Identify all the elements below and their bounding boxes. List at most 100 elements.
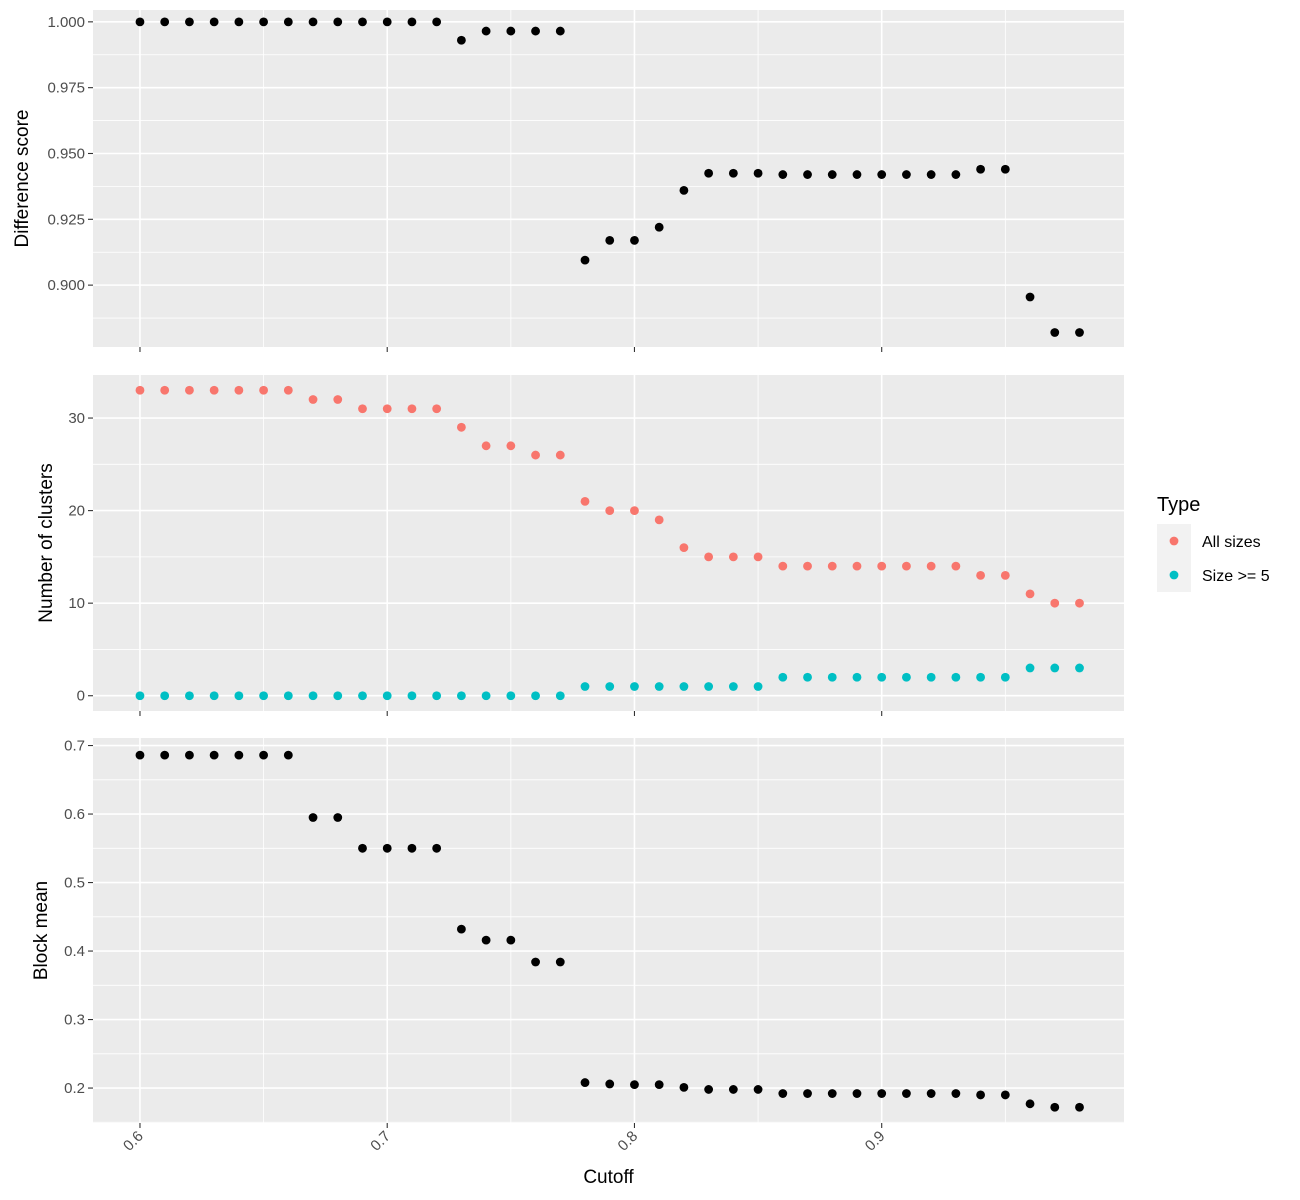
data-point (456, 691, 466, 701)
data-point (234, 750, 244, 760)
data-point (630, 506, 639, 516)
data-point (1000, 672, 1010, 682)
data-point (605, 1079, 615, 1089)
data-point (630, 235, 639, 245)
data-point (432, 843, 442, 853)
data-point (679, 1082, 689, 1092)
data-point (333, 813, 343, 822)
data-point (654, 682, 664, 691)
data-point (531, 691, 540, 701)
data-point (580, 1078, 590, 1087)
data-point (407, 691, 417, 701)
data-point (951, 1089, 961, 1098)
y-tick-label: 0 (77, 688, 85, 705)
data-point (308, 17, 318, 27)
y-tick-label: 0.2 (64, 1080, 85, 1097)
data-point (1050, 663, 1060, 673)
data-point (382, 17, 392, 27)
data-point (827, 672, 837, 682)
data-point (259, 691, 268, 701)
data-point (926, 561, 936, 571)
data-point (1025, 589, 1035, 599)
legend-marker (1169, 570, 1179, 580)
data-point (976, 570, 985, 580)
legend-label: Size >= 5 (1202, 568, 1270, 585)
data-point (1000, 1090, 1010, 1100)
data-point (852, 170, 862, 179)
data-point (630, 682, 639, 691)
data-point (358, 17, 367, 27)
y-tick-label: 10 (68, 595, 85, 612)
y-tick-label: 0.6 (64, 806, 85, 823)
data-point (358, 404, 367, 414)
data-point (283, 750, 293, 760)
panel-1: 0.900 0.925 0.950 0.975 1.000 Difference scor… (12, 10, 1124, 352)
legend: Type All sizes Size >= 5 (1157, 494, 1270, 592)
data-point (481, 691, 491, 701)
data-point (679, 682, 689, 691)
data-point (728, 168, 738, 178)
y-tick-label: 0.900 (47, 277, 85, 294)
legend-label: All sizes (1202, 534, 1261, 551)
data-point (185, 17, 194, 27)
data-point (902, 170, 911, 179)
data-point (1025, 663, 1035, 673)
data-point (827, 170, 837, 179)
panel-background (93, 738, 1124, 1123)
series-1 (135, 385, 1084, 608)
data-point (456, 35, 466, 45)
data-point (679, 185, 689, 195)
data-point (902, 1089, 911, 1098)
data-point (877, 561, 887, 571)
data-point (555, 26, 565, 36)
data-point (654, 515, 664, 525)
data-point (926, 1089, 936, 1098)
data-point (778, 170, 788, 179)
data-point (333, 395, 343, 404)
series-1 (135, 17, 1084, 337)
data-point (654, 222, 664, 232)
data-point (481, 26, 491, 36)
data-point (506, 691, 516, 701)
y-tick-label: 0.3 (64, 1012, 85, 1029)
data-point (605, 506, 615, 516)
data-point (308, 691, 318, 701)
data-point (605, 682, 615, 691)
data-point (531, 450, 540, 460)
panel-2: 0 10 20 30 Number of clusters (36, 375, 1124, 716)
data-point (926, 672, 936, 682)
data-point (902, 672, 911, 682)
data-point (209, 385, 219, 395)
data-point (803, 170, 812, 179)
y-tick-label: 1.000 (47, 14, 85, 31)
data-point (358, 843, 367, 853)
data-point (234, 385, 244, 395)
data-point (308, 813, 318, 822)
data-point (852, 1089, 862, 1098)
data-point (654, 1080, 664, 1090)
data-point (951, 672, 961, 682)
data-point (209, 750, 219, 760)
data-point (580, 255, 590, 265)
x-axis-title: Cutoff (583, 1167, 634, 1188)
data-point (506, 935, 516, 945)
data-point (1000, 570, 1010, 580)
data-point (1050, 1102, 1060, 1112)
data-point (877, 170, 887, 179)
data-point (135, 385, 145, 395)
data-point (803, 1089, 812, 1098)
data-point (333, 17, 343, 27)
data-point (704, 168, 714, 178)
data-point (160, 17, 170, 27)
data-point (803, 561, 812, 571)
y-tick-label: 0.7 (64, 738, 85, 755)
data-point (827, 1089, 837, 1098)
data-point (283, 385, 293, 395)
data-point (778, 1089, 788, 1098)
data-point (456, 422, 466, 432)
data-point (728, 1085, 738, 1094)
data-point (976, 164, 985, 174)
data-point (358, 691, 367, 701)
data-point (753, 682, 763, 691)
y-tick-label: 0.5 (64, 875, 85, 892)
